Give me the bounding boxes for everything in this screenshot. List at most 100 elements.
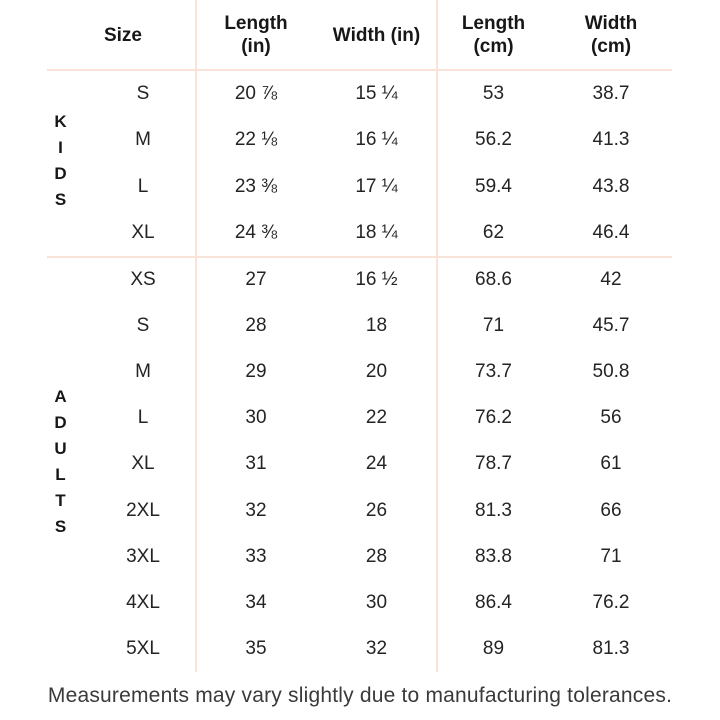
length-cm-cell: 71 [482, 315, 505, 337]
header-length-in-line2: (in) [241, 36, 271, 57]
width-in-cell: 16 ½ [355, 269, 398, 291]
size-cell: L [137, 175, 149, 197]
header-width-cm: Width (cm) [550, 12, 672, 58]
table-row: 4XL 34 30 86.4 76.2 [0, 580, 720, 626]
table-row: S 28 18 71 45.7 [0, 303, 720, 349]
header-length-cm: Length (cm) [437, 12, 550, 58]
length-in-cell: 27 [245, 269, 267, 291]
length-in-cell: 34 [245, 591, 267, 613]
length-cm-cell: 83.8 [475, 545, 512, 567]
length-cm-cell: 86.4 [475, 591, 512, 613]
length-cm-cell: 81.3 [475, 499, 512, 521]
length-in-cell: 23 ⅜ [234, 175, 278, 197]
header-size-line1: Size [103, 24, 143, 46]
width-cm-cell: 76.2 [592, 591, 630, 613]
table-row: M 22 ⅛ 16 ¼ 56.2 41.3 [0, 117, 720, 163]
width-in-cell: 20 [365, 361, 388, 383]
width-in-cell: 16 ¼ [355, 129, 398, 151]
header-length-in-line1: Length [224, 13, 288, 34]
length-in-cell: 28 [245, 315, 267, 337]
length-in-cell: 35 [245, 637, 267, 659]
size-cell: S [136, 315, 150, 337]
group-label-adults: ADULTS [51, 387, 70, 543]
table-row: 3XL 33 28 83.8 71 [0, 534, 720, 580]
kids-section: S 20 ⅞ 15 ¼ 53 38.7 M 22 ⅛ 16 ¼ 56.2 41.… [0, 71, 720, 256]
length-cm-cell: 76.2 [475, 407, 512, 429]
header-length-cm-line1: Length [461, 13, 526, 34]
kids-adults-divider-line [47, 256, 672, 258]
width-cm-cell: 46.4 [592, 221, 630, 243]
width-in-cell: 32 [365, 637, 388, 659]
width-in-cell: 22 [365, 407, 388, 429]
length-in-cell: 29 [245, 361, 267, 383]
header-width-cm-line1: Width [584, 13, 638, 34]
width-cm-cell: 81.3 [592, 637, 630, 659]
width-in-cell: 17 ¼ [355, 175, 398, 197]
header-width-in: Width (in) [316, 24, 437, 47]
size-cell: XS [130, 269, 156, 291]
width-cm-cell: 41.3 [592, 129, 630, 151]
header-length-cm-line2: (cm) [473, 36, 514, 57]
table-row: L 30 22 76.2 56 [0, 395, 720, 441]
table-row: XS 27 16 ½ 68.6 42 [0, 257, 720, 303]
length-in-cell: 31 [245, 453, 267, 475]
length-in-cell: 30 [245, 407, 267, 429]
width-cm-cell: 45.7 [592, 315, 630, 337]
width-in-cell: 24 [365, 453, 388, 475]
table-row: M 29 20 73.7 50.8 [0, 349, 720, 395]
length-cm-cell: 78.7 [475, 453, 512, 475]
width-cm-cell: 38.7 [592, 83, 630, 105]
table-header-row: Size Length (in) Width (in) Length (cm) … [0, 0, 720, 70]
size-cell: 5XL [126, 637, 160, 659]
width-cm-cell: 56 [600, 407, 622, 429]
size-cell: M [135, 129, 151, 151]
tolerance-note: Measurements may vary slightly due to ma… [47, 684, 673, 707]
size-cell: L [137, 407, 149, 429]
size-cell: 3XL [126, 545, 160, 567]
width-in-cell: 18 ¼ [355, 221, 398, 243]
width-cm-cell: 42 [600, 269, 622, 291]
adults-section: XS 27 16 ½ 68.6 42 S 28 18 71 45.7 M 29 … [0, 257, 720, 672]
group-label-kids: KIDS [51, 112, 70, 216]
width-cm-cell: 50.8 [592, 361, 630, 383]
length-in-cell: 33 [245, 545, 267, 567]
table-row: 2XL 32 26 81.3 66 [0, 488, 720, 534]
table-row: 5XL 35 32 89 81.3 [0, 626, 720, 672]
header-width-in-line1: Width (in) [332, 24, 421, 46]
width-in-cell: 28 [365, 545, 388, 567]
size-cell: S [136, 83, 150, 105]
length-cm-cell: 89 [482, 637, 505, 659]
size-cell: 2XL [126, 499, 160, 521]
width-in-cell: 30 [365, 591, 388, 613]
size-cell: 4XL [126, 591, 160, 613]
length-cm-cell: 68.6 [475, 269, 512, 291]
header-divider-line [47, 69, 672, 71]
header-size: Size [70, 24, 176, 47]
length-cm-cell: 53 [482, 83, 505, 105]
width-cm-cell: 71 [600, 545, 622, 567]
width-in-cell: 18 [365, 315, 388, 337]
length-in-cell: 22 ⅛ [234, 129, 278, 151]
width-cm-cell: 66 [600, 499, 622, 521]
table-row: S 20 ⅞ 15 ¼ 53 38.7 [0, 71, 720, 117]
length-in-cell: 20 ⅞ [234, 83, 278, 105]
length-in-cell: 24 ⅜ [234, 221, 278, 243]
length-in-cell: 32 [245, 499, 267, 521]
size-cell: XL [131, 453, 155, 475]
width-cm-cell: 43.8 [592, 175, 630, 197]
column-divider-left [195, 0, 197, 672]
table-row: XL 31 24 78.7 61 [0, 441, 720, 487]
length-cm-cell: 59.4 [475, 175, 512, 197]
width-in-cell: 15 ¼ [355, 83, 398, 105]
size-cell: M [135, 361, 151, 383]
table-row: XL 24 ⅜ 18 ¼ 62 46.4 [0, 210, 720, 256]
size-cell: XL [131, 221, 155, 243]
header-length-in: Length (in) [196, 12, 316, 58]
length-cm-cell: 56.2 [475, 129, 512, 151]
width-cm-cell: 61 [600, 453, 622, 475]
length-cm-cell: 62 [482, 221, 505, 243]
length-cm-cell: 73.7 [475, 361, 512, 383]
width-in-cell: 26 [365, 499, 388, 521]
column-divider-right [436, 0, 438, 672]
